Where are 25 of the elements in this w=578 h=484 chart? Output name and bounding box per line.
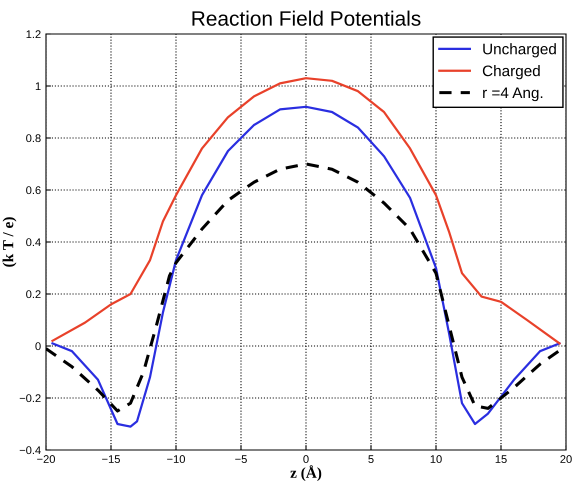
y-tick-label: 1 [36,82,41,90]
x-axis-title: z (Å) [290,465,322,482]
y-axis-title: (k T / e) [2,217,16,267]
y-tick-label: 1.2 [26,30,41,38]
y-tick-label: −0.2 [20,394,41,402]
y-tick-label: 0.2 [26,290,41,298]
y-tick-label: 0.4 [26,238,41,246]
y-tick-label: 0 [35,342,41,350]
legend-label: Charged [482,65,540,80]
y-tick-label: −0.4 [20,446,41,454]
chart-title: Reaction Field Potentials [192,10,420,26]
x-tick-label: 5 [368,455,374,464]
y-tick-label: 0.8 [26,134,41,142]
legend-label: r =4 Ang. [483,87,542,102]
legend-label: Uncharged [483,43,556,58]
x-tick-label: −20 [37,455,55,464]
x-tick-label: −5 [235,455,247,464]
x-tick-label: 0 [303,455,309,464]
x-tick-label: −15 [102,455,120,464]
x-tick-label: 15 [496,455,507,464]
x-tick-label: 10 [430,455,442,464]
line-series [51,106,561,428]
x-tick-label: 20 [560,455,572,464]
x-tick-label: −10 [167,455,185,464]
y-tick-label: 0.6 [26,186,41,194]
